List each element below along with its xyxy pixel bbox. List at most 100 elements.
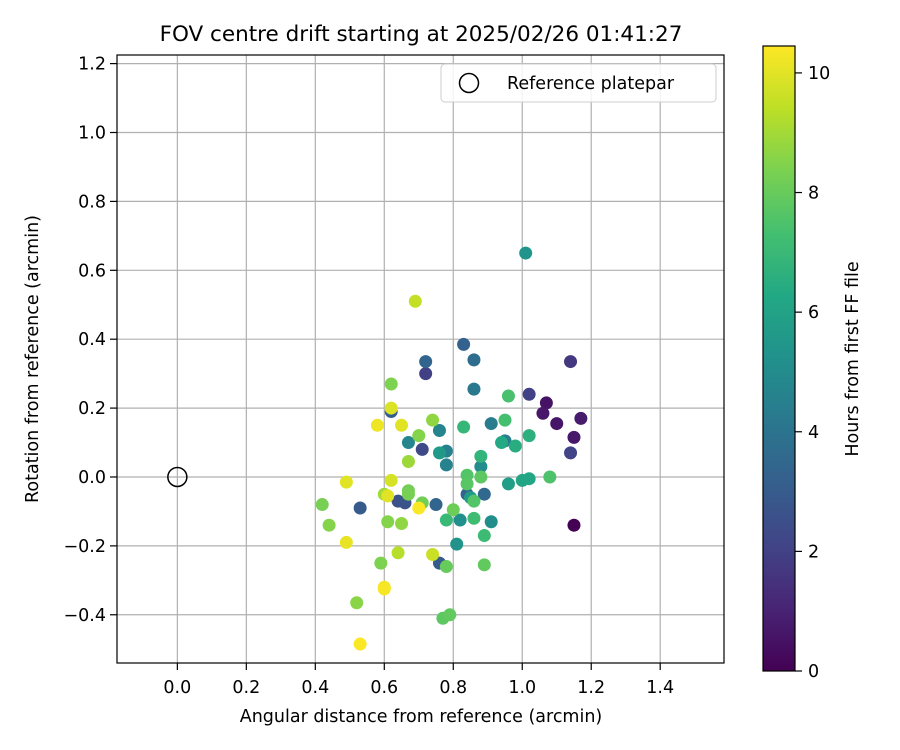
- data-point: [429, 498, 443, 512]
- colorbar-label: Hours from first FF file: [843, 261, 863, 456]
- data-point: [477, 529, 491, 543]
- colorbar-ticks: 0 2 4 6 8 10: [795, 64, 830, 682]
- data-point: [522, 472, 536, 486]
- data-point: [426, 413, 440, 427]
- data-point: [457, 337, 471, 351]
- data-point: [439, 513, 453, 527]
- data-point: [477, 558, 491, 572]
- data-point: [467, 511, 481, 525]
- x-tick-label: 1.4: [646, 678, 674, 698]
- data-point: [432, 446, 446, 460]
- data-point: [508, 439, 522, 453]
- data-point: [395, 516, 409, 530]
- data-point: [450, 537, 464, 551]
- data-point: [415, 442, 429, 456]
- data-point: [474, 460, 488, 474]
- data-point: [484, 515, 498, 529]
- data-point: [443, 608, 457, 622]
- data-point: [395, 418, 409, 432]
- x-tick-label: 1.2: [577, 678, 605, 698]
- data-point: [574, 411, 588, 425]
- data-point: [484, 417, 498, 431]
- x-tick-label: 0.0: [163, 678, 191, 698]
- reference-marker: [167, 466, 188, 488]
- y-tick-label: 1.0: [78, 124, 106, 144]
- data-point: [412, 501, 426, 515]
- colorbar-tick-label: 0: [808, 662, 819, 682]
- data-point: [453, 513, 467, 527]
- data-point: [377, 582, 391, 596]
- x-tick-label: 0.8: [439, 678, 467, 698]
- y-tick-label: 0.2: [78, 399, 106, 419]
- data-point: [412, 429, 426, 443]
- data-point: [550, 417, 564, 431]
- y-tick-label: 1.2: [78, 55, 106, 75]
- y-tick-label: −0.2: [64, 537, 107, 557]
- x-tick-label: 1.0: [508, 678, 536, 698]
- data-point: [419, 367, 433, 381]
- data-point: [567, 430, 581, 444]
- data-point: [370, 418, 384, 432]
- data-point: [381, 489, 395, 503]
- data-point: [474, 449, 488, 463]
- data-point: [353, 501, 367, 515]
- colorbar: 0 2 4 6 8 10 Hours from first FF file: [762, 45, 863, 682]
- data-point: [419, 355, 433, 369]
- data-point: [467, 494, 481, 508]
- data-point: [391, 546, 405, 560]
- data-point: [501, 389, 515, 403]
- y-tick-label: 0.6: [78, 261, 106, 281]
- data-point: [519, 246, 533, 260]
- data-point: [384, 377, 398, 391]
- data-point: [381, 515, 395, 529]
- data-point: [339, 475, 353, 489]
- data-point: [564, 446, 578, 460]
- data-point: [460, 477, 474, 491]
- colorbar-gradient: [762, 45, 796, 672]
- legend-box: [440, 63, 717, 103]
- data-point: [374, 556, 388, 570]
- colorbar-tick-label: 6: [808, 303, 819, 323]
- reference-platepar-marker: [167, 466, 188, 488]
- data-point: [543, 470, 557, 484]
- chart-title: FOV centre drift starting at 2025/02/26 …: [160, 22, 683, 47]
- x-axis-label: Angular distance from reference (arcmin): [240, 707, 603, 727]
- data-point: [567, 518, 581, 532]
- data-point: [501, 477, 515, 491]
- plot-frame: [116, 54, 725, 664]
- data-point: [467, 353, 481, 367]
- data-point: [498, 413, 512, 427]
- data-point: [477, 487, 491, 501]
- legend-marker: [458, 72, 480, 94]
- data-point: [432, 423, 446, 437]
- data-point: [457, 420, 471, 434]
- legend: Reference platepar: [440, 63, 717, 103]
- data-point: [401, 436, 415, 450]
- data-point: [353, 637, 367, 651]
- data-point: [384, 473, 398, 487]
- data-points: [315, 246, 588, 651]
- y-tick-label: 0.4: [78, 330, 106, 350]
- data-point: [539, 396, 553, 410]
- data-point: [495, 436, 509, 450]
- y-tick-label: 0.8: [78, 192, 106, 212]
- colorbar-tick-label: 10: [808, 64, 830, 84]
- colorbar-tick-label: 2: [808, 542, 819, 562]
- data-point: [564, 355, 578, 369]
- y-axis-ticks: −0.4 −0.2 0.0 0.2 0.4 0.6 0.8 1.0 1.2: [64, 55, 117, 626]
- data-point: [401, 454, 415, 468]
- data-point: [408, 294, 422, 308]
- data-point: [446, 503, 460, 517]
- data-point: [339, 535, 353, 549]
- colorbar-tick-label: 8: [808, 184, 819, 204]
- data-point: [350, 596, 364, 610]
- x-tick-label: 0.2: [232, 678, 260, 698]
- data-point: [401, 487, 415, 501]
- x-tick-label: 0.6: [370, 678, 398, 698]
- y-axis-label: Rotation from reference (arcmin): [23, 215, 43, 503]
- data-point: [439, 560, 453, 574]
- data-point: [384, 401, 398, 415]
- colorbar-tick-label: 4: [808, 423, 819, 443]
- x-tick-label: 0.4: [301, 678, 329, 698]
